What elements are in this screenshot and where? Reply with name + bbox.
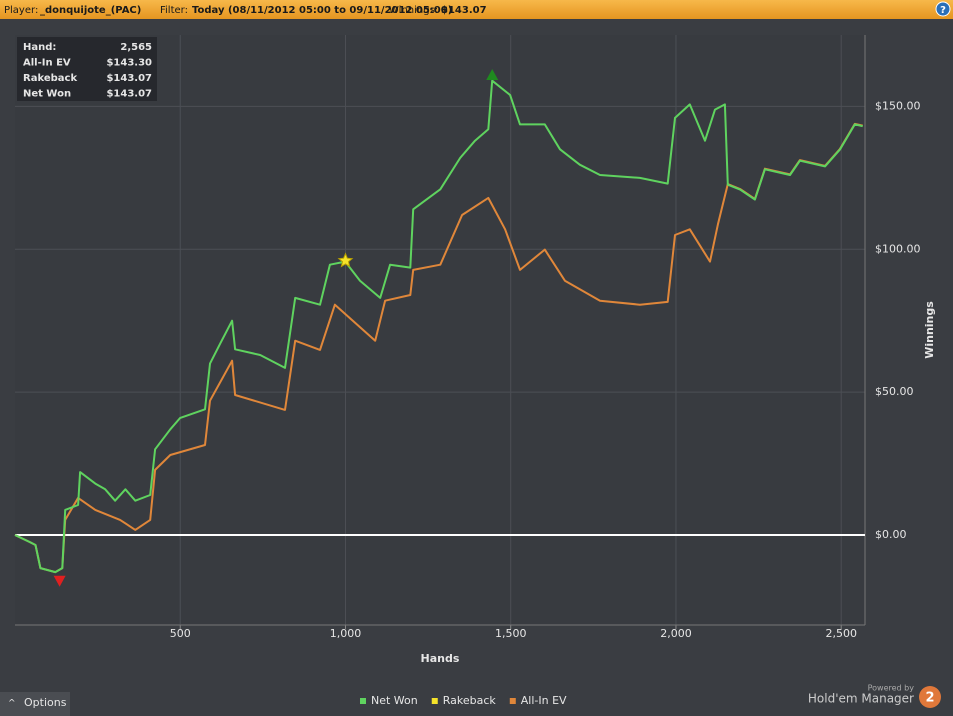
- brand-logo: [919, 686, 941, 708]
- stats-value: 2,565: [120, 42, 152, 53]
- series-line: [14, 79, 863, 574]
- legend-label: All-In EV: [521, 694, 567, 707]
- player-label: Player:: [4, 5, 38, 16]
- legend-swatch: [509, 698, 516, 704]
- extreme-marker: [486, 69, 499, 80]
- header-bar: [0, 0, 953, 19]
- y-tick-label: $100.00: [875, 242, 921, 255]
- x-tick-label: 1,000: [330, 627, 362, 640]
- stats-label: Rakeback: [23, 73, 77, 84]
- x-tick-label: 2,500: [825, 627, 857, 640]
- x-axis-label: Hands: [421, 652, 460, 665]
- stats-label: Net Won: [23, 89, 71, 100]
- filter-label: Filter:: [160, 5, 188, 16]
- legend-swatch: [360, 698, 366, 704]
- plot-area: [15, 35, 865, 625]
- y-tick-label: $50.00: [875, 385, 914, 398]
- x-tick-label: 500: [170, 627, 191, 640]
- legend-label: Net Won: [371, 694, 418, 707]
- options-button[interactable]: [0, 692, 70, 716]
- options-text: Options: [24, 696, 67, 709]
- stats-label: Hand:: [23, 42, 56, 53]
- winnings: $143.07: [441, 5, 487, 16]
- powered-by: Powered by: [868, 684, 915, 693]
- winnings-label: Winnings:: [389, 5, 438, 16]
- brand-number: 2: [925, 691, 934, 706]
- stats-label: All-In EV: [23, 58, 71, 69]
- stats-value: $143.07: [106, 73, 152, 84]
- footer: ^ Options Powered by Hold'em Manager 2: [0, 684, 941, 716]
- options-arrow: ^: [8, 699, 16, 709]
- legend: Net Won Rakeback All-In EV: [360, 694, 567, 707]
- player: _donquijote_(PAC): [40, 5, 141, 16]
- brand: Hold'em Manager: [808, 692, 914, 706]
- plot: [14, 35, 866, 629]
- x-tick-label: 1,500: [495, 627, 527, 640]
- extreme-marker: [53, 575, 66, 587]
- x-tick-label: 2,000: [660, 627, 692, 640]
- legend-label: Rakeback: [443, 694, 497, 707]
- stats-value: $143.07: [106, 89, 152, 100]
- filter: Today (08/11/2012 05:00 to 09/11/2012 05…: [192, 5, 452, 16]
- stats-box: Hand: 2,565 All-In EV $143.30 Rakeback $143.0…: [17, 37, 157, 101]
- y-axis-label: Winnings: [923, 301, 936, 359]
- y-tick-label: $150.00: [875, 99, 921, 112]
- help-icon: ?: [940, 5, 946, 16]
- header: Player: _donquijote_(PAC) Filter: Today …: [0, 0, 953, 19]
- stats-bg: [17, 37, 157, 101]
- star-marker: [337, 252, 354, 268]
- legend-swatch: [431, 698, 438, 704]
- stats-value: $143.30: [106, 58, 152, 69]
- y-tick-label: $0.00: [875, 528, 907, 541]
- help-button[interactable]: [935, 1, 951, 17]
